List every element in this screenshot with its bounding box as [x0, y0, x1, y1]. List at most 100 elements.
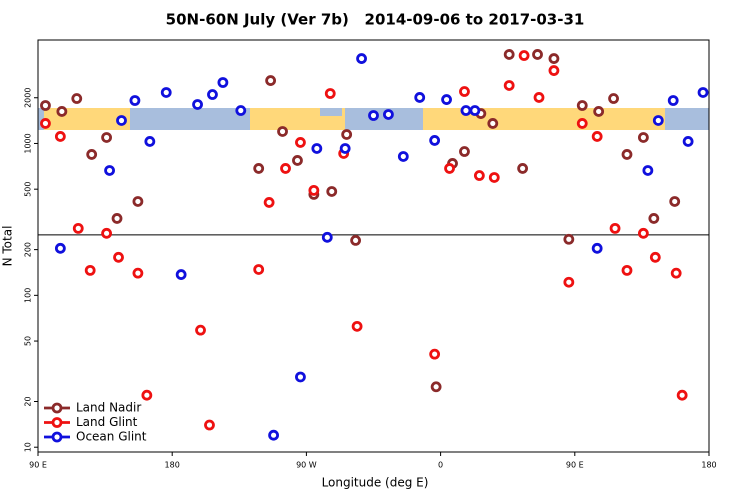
point: [593, 106, 605, 117]
point: [101, 132, 112, 143]
point: [132, 267, 144, 279]
x-tick-label: 90 E: [29, 461, 47, 470]
point: [670, 267, 682, 279]
point: [141, 389, 153, 401]
point: [637, 227, 649, 239]
legend-marker: [51, 431, 63, 443]
y-tick-label: 1000: [24, 133, 33, 153]
point: [487, 118, 499, 129]
x-tick-label: 0: [438, 461, 443, 470]
point: [414, 92, 426, 103]
point: [195, 324, 206, 336]
plot-frame: [37, 39, 710, 453]
point: [101, 227, 112, 239]
x-tick-label: 180: [701, 461, 716, 470]
point: [576, 118, 588, 129]
point: [84, 264, 96, 276]
point: [144, 136, 156, 147]
point: [54, 242, 66, 254]
point: [324, 88, 336, 99]
point: [591, 131, 603, 142]
point: [649, 251, 661, 263]
point: [351, 320, 363, 332]
point: [441, 94, 452, 105]
point: [576, 100, 588, 111]
point: [308, 184, 320, 196]
point: [517, 163, 529, 174]
point: [518, 50, 530, 61]
y-tick-label: 500: [24, 182, 33, 197]
point: [292, 155, 303, 166]
point: [368, 110, 379, 121]
chart-title: 50N-60N July (Ver 7b) 2014-09-06 to 2017…: [166, 11, 585, 29]
point: [207, 89, 218, 100]
point: [321, 231, 333, 243]
point: [397, 151, 409, 162]
point: [54, 131, 66, 142]
point: [235, 105, 247, 116]
point: [86, 149, 98, 160]
y-tick-label: 50: [24, 336, 33, 346]
point: [265, 75, 277, 86]
point: [532, 49, 543, 60]
point: [676, 389, 688, 401]
point: [295, 137, 306, 148]
y-tick-label: 100: [24, 288, 33, 303]
point: [469, 105, 481, 116]
point: [682, 136, 694, 147]
point: [132, 196, 144, 207]
point: [669, 196, 681, 207]
point: [350, 235, 362, 246]
point: [160, 87, 172, 98]
point: [129, 95, 141, 106]
point: [473, 170, 485, 181]
point: [383, 109, 394, 120]
point: [503, 80, 515, 91]
point: [621, 264, 633, 276]
point: [637, 132, 649, 143]
point: [652, 115, 664, 126]
point: [113, 251, 124, 263]
point: [204, 419, 215, 431]
point: [548, 53, 560, 64]
point: [429, 135, 441, 146]
point: [263, 197, 275, 208]
y-tick-label: 10: [24, 442, 33, 452]
x-axis-label: Longitude (deg E): [322, 476, 429, 490]
point: [339, 143, 351, 154]
point: [460, 105, 472, 116]
y-tick-label: 20: [24, 396, 33, 406]
point: [116, 115, 127, 126]
point: [40, 100, 51, 111]
legend-label: Land Nadir: [76, 401, 141, 415]
point: [429, 348, 441, 360]
point: [295, 371, 306, 383]
point: [667, 95, 679, 106]
x-tick-label: 90 E: [566, 461, 584, 470]
point: [40, 118, 51, 129]
point: [268, 429, 279, 441]
point: [111, 213, 123, 224]
point: [563, 233, 575, 245]
point: [444, 163, 455, 174]
point: [621, 149, 633, 160]
legend-label: Land Glint: [76, 415, 138, 429]
legend-marker: [51, 402, 63, 414]
point: [591, 242, 603, 254]
point: [608, 93, 619, 104]
y-tick-label: 2000: [24, 88, 33, 108]
point: [563, 276, 575, 288]
point: [71, 93, 83, 104]
point: [488, 172, 500, 183]
point: [533, 92, 545, 103]
point: [217, 77, 229, 88]
point: [697, 87, 709, 98]
x-tick-label: 90 W: [296, 461, 317, 470]
point: [648, 213, 660, 224]
point: [459, 146, 470, 157]
point: [642, 165, 654, 176]
point: [175, 269, 187, 280]
point: [311, 143, 323, 154]
point: [341, 129, 353, 140]
